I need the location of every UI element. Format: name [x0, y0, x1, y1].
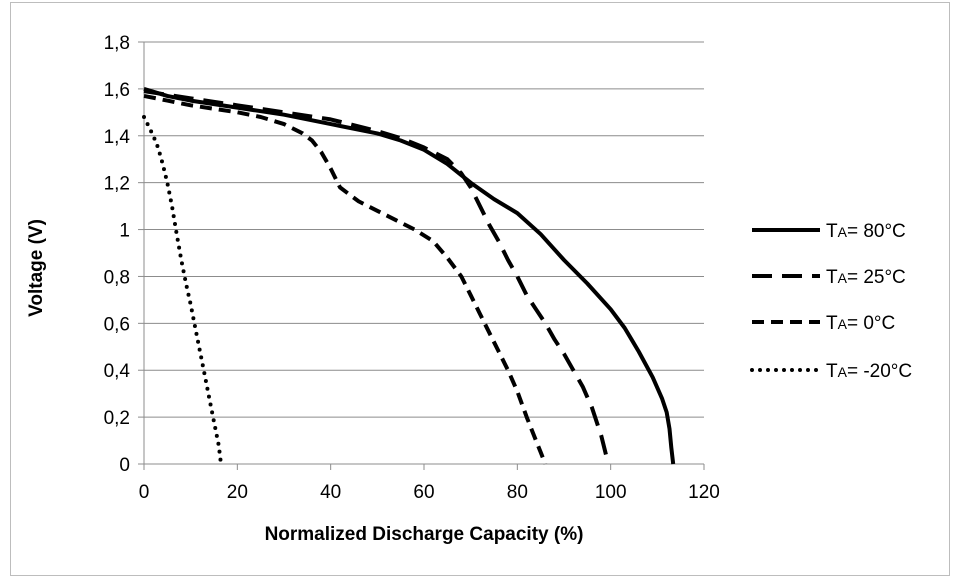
legend: TA= 80°C TA= 25°C TA= 0°C TA= -20°C — [750, 221, 912, 382]
legend-label-4: TA= -20°C — [826, 361, 912, 382]
x-tick-label: 0 — [139, 482, 150, 503]
series-line-2 — [143, 89, 611, 465]
x-tick-label: 40 — [320, 482, 341, 503]
legend-label-3: TA= 0°C — [826, 313, 895, 334]
x-tick-label: 100 — [595, 482, 627, 503]
x-tick-label: 20 — [227, 482, 248, 503]
y-tick-label: 1 — [119, 221, 130, 242]
x-tick-label: 60 — [413, 482, 434, 503]
legend-label-1: TA= 80°C — [826, 221, 906, 242]
y-tick-label: 0,6 — [104, 314, 130, 335]
x-axis-title: Normalized Discharge Capacity (%) — [265, 524, 584, 545]
series-line-1 — [143, 86, 676, 465]
y-tick-label: 0,2 — [104, 408, 130, 429]
series-lines — [142, 86, 676, 466]
axes — [138, 41, 705, 470]
series-line-4 — [142, 115, 223, 466]
y-tick-label: 0,8 — [104, 267, 130, 288]
y-tick-label: 0,4 — [104, 361, 131, 382]
x-tick-label: 80 — [507, 482, 528, 503]
y-axis-title: Voltage (V) — [26, 219, 47, 317]
y-tick-label: 1,4 — [104, 127, 131, 148]
y-tick-label: 0 — [119, 455, 130, 476]
y-tick-label: 1,2 — [104, 174, 130, 195]
grid-lines — [144, 41, 704, 418]
x-tick-label: 120 — [688, 482, 720, 503]
legend-label-2: TA= 25°C — [826, 267, 906, 288]
y-tick-label: 1,8 — [104, 33, 130, 54]
y-tick-label: 1,6 — [104, 80, 130, 101]
x-tick-labels: 0 20 40 60 80 100 120 — [139, 482, 720, 503]
y-tick-labels: 0 0,2 0,4 0,6 0,8 1 1,2 1,4 1,6 1,8 — [104, 33, 131, 476]
series-line-3 — [143, 93, 548, 465]
